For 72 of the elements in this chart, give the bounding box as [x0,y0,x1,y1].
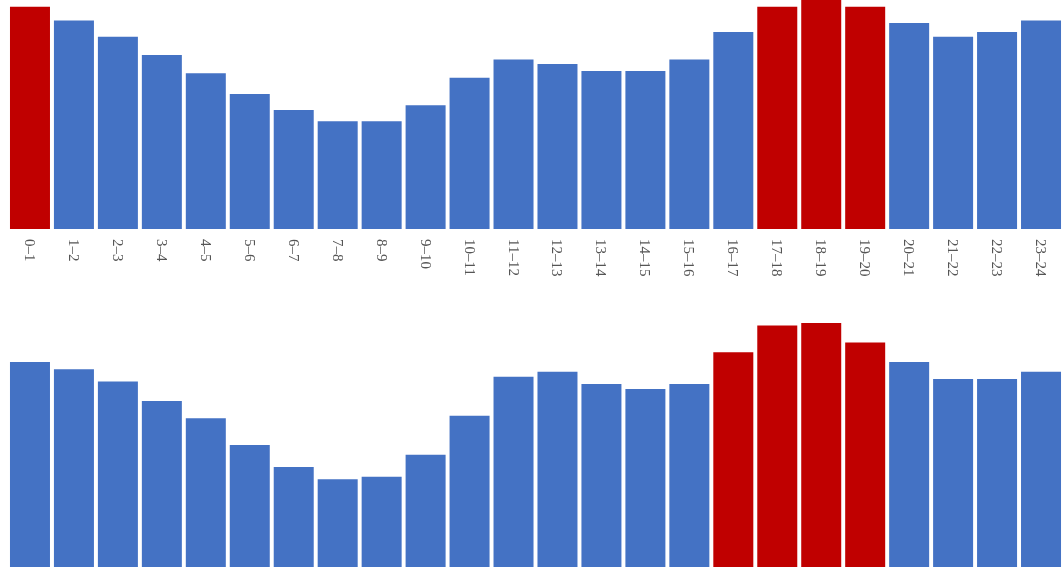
bar [493,59,534,229]
x-tick-label: 9–10 [417,239,434,269]
bar [933,379,974,567]
bar [801,323,842,567]
bar [97,36,138,229]
bar [317,121,358,229]
bar [625,388,666,567]
bar [889,362,930,567]
bar [9,362,50,567]
bar [493,376,534,567]
x-tick-label: 8–9 [373,239,390,262]
bar [625,70,666,229]
x-tick-label: 10–11 [461,239,478,276]
bar [141,401,182,567]
x-tick-label: 15–16 [681,239,698,277]
x-tick-label: 23–24 [1033,239,1050,277]
x-tick-label: 18–19 [813,239,830,277]
bar [229,93,270,229]
bar [669,384,710,567]
bar [933,36,974,229]
x-tick-label: 6–7 [285,239,302,262]
x-tick-label: 1–2 [65,239,82,262]
bar [361,121,402,229]
bar [537,371,578,567]
x-tick-label: 14–15 [637,239,654,277]
bar [537,64,578,229]
bar [317,479,358,567]
bar [757,325,798,567]
x-tick-label: 12–13 [549,239,566,277]
x-tick-label: 4–5 [197,239,214,262]
bar [53,369,94,567]
x-tick-label: 13–14 [593,239,610,277]
x-tick-label: 17–18 [769,239,786,277]
bar [53,20,94,229]
x-tick-label: 19–20 [857,239,874,277]
x-tick-label: 0–1 [21,239,38,262]
bar [889,22,930,229]
bar [1021,20,1062,229]
x-tick-label: 20–21 [901,239,918,277]
bar [977,379,1018,567]
x-tick-label: 3–4 [153,239,170,262]
bar [185,73,226,229]
bar [405,105,446,229]
x-tick-label: 11–12 [505,239,522,276]
bar [405,454,446,567]
bar [713,32,754,229]
bar [801,0,842,229]
bar [449,415,490,567]
bar [141,54,182,229]
x-tick-label: 16–17 [725,239,742,277]
bar [713,352,754,567]
bar [361,476,402,567]
bar [449,77,490,229]
bar [581,70,622,229]
bar [97,381,138,567]
bar [9,6,50,229]
x-tick-label: 22–23 [989,239,1006,277]
bar [273,109,314,229]
bar [1021,371,1062,567]
bar [581,384,622,567]
x-tick-label: 5–6 [241,239,258,262]
x-tick-label: 21–22 [945,239,962,277]
x-tick-label: 7–8 [329,239,346,262]
bar [669,59,710,229]
x-tick-label: 2–3 [109,239,126,262]
bar [977,32,1018,229]
bar [845,342,886,567]
bar [229,445,270,567]
bar [185,418,226,567]
bar [845,6,886,229]
bar [757,6,798,229]
bar [273,466,314,567]
